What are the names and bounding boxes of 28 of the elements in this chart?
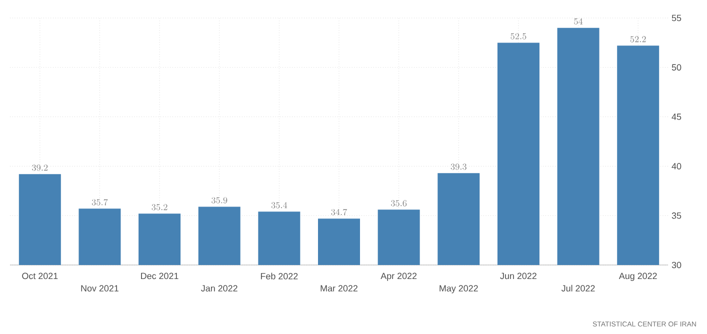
x-tick-label: Dec 2021 — [141, 272, 178, 280]
data-label: 35.2 — [152, 204, 168, 210]
data-label: 34.7 — [331, 208, 348, 216]
x-tick-label: May 2022 — [440, 285, 478, 294]
x-tick-label: Aug 2022 — [618, 272, 657, 281]
y-tick-label: 30 — [672, 262, 682, 268]
data-label: 35.9 — [212, 197, 228, 204]
y-tick-label: 40 — [672, 163, 682, 170]
y-tick-label: 45 — [672, 114, 682, 120]
data-label: 35.6 — [391, 200, 407, 206]
x-tick-label: Nov 2021 — [81, 285, 118, 292]
data-label: 39.2 — [32, 164, 48, 171]
x-tick-label: Feb 2022 — [260, 272, 298, 280]
x-tick-label: Oct 2021 — [22, 272, 58, 280]
y-tick-label: 55 — [672, 14, 682, 22]
data-label: 54 — [574, 18, 583, 25]
data-label: 52.5 — [510, 33, 526, 40]
x-tick-label: Jul 2022 — [561, 284, 595, 292]
data-label: 52.2 — [630, 36, 646, 42]
data-label: 39.3 — [450, 164, 466, 170]
x-tick-label: Mar 2022 — [320, 285, 358, 292]
data-label: 35.7 — [92, 199, 108, 206]
x-tick-label: Apr 2022 — [380, 272, 417, 281]
x-tick-label: Jun 2022 — [500, 272, 536, 280]
data-label: 35.4 — [271, 202, 288, 208]
x-tick-label: Jan 2022 — [201, 285, 238, 292]
y-tick-label: 50 — [672, 64, 682, 71]
y-tick-label: 35 — [672, 212, 682, 219]
